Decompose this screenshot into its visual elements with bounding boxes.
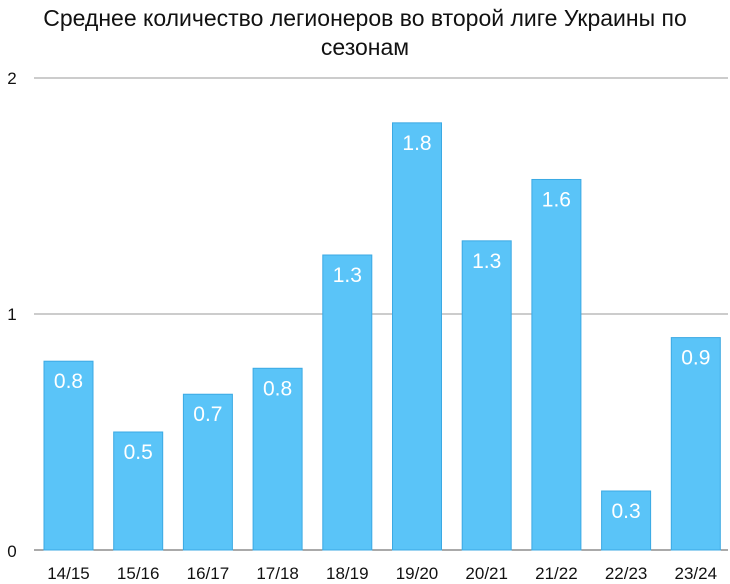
data-label: 0.8 <box>54 370 83 393</box>
data-label: 0.7 <box>193 403 222 426</box>
x-tick-label: 17/18 <box>256 564 299 583</box>
bar <box>461 240 512 551</box>
bar <box>322 254 373 551</box>
data-label: 0.8 <box>263 377 292 400</box>
x-tick-label: 21/22 <box>535 564 578 583</box>
data-label: 1.6 <box>542 188 571 211</box>
data-label: 1.3 <box>472 250 501 273</box>
bars: 0.8 0.5 0.7 0.8 1.3 1.8 1.3 1.6 0.3 0.9 <box>43 122 721 551</box>
x-axis-ticks: 14/15 15/16 16/17 17/18 18/19 19/20 20/21 21/22… <box>47 564 717 583</box>
x-tick-label: 20/21 <box>465 564 508 583</box>
data-label: 0.9 <box>681 347 710 370</box>
bar <box>531 178 582 551</box>
y-tick-label: 0 <box>7 542 16 561</box>
x-tick-label: 19/20 <box>396 564 439 583</box>
bar <box>182 393 233 551</box>
y-tick-label: 2 <box>7 69 16 88</box>
data-label: 1.3 <box>333 264 362 287</box>
x-tick-label: 22/23 <box>605 564 648 583</box>
bar <box>670 337 721 551</box>
y-tick-label: 1 <box>7 305 16 324</box>
bar <box>252 367 303 551</box>
bar <box>601 490 652 551</box>
y-axis-ticks: 0 1 2 <box>7 69 16 561</box>
x-tick-label: 16/17 <box>187 564 230 583</box>
bar <box>392 122 442 551</box>
data-label: 0.5 <box>124 441 153 464</box>
data-label: 1.8 <box>402 132 431 155</box>
bar <box>113 431 164 551</box>
x-tick-label: 23/24 <box>675 564 718 583</box>
x-tick-label: 15/16 <box>117 564 160 583</box>
data-label: 0.3 <box>611 500 640 523</box>
chart-title: Среднее количество легионеров во второй … <box>43 5 687 60</box>
x-tick-label: 18/19 <box>326 564 369 583</box>
x-tick-label: 14/15 <box>47 564 90 583</box>
bar <box>43 360 94 551</box>
